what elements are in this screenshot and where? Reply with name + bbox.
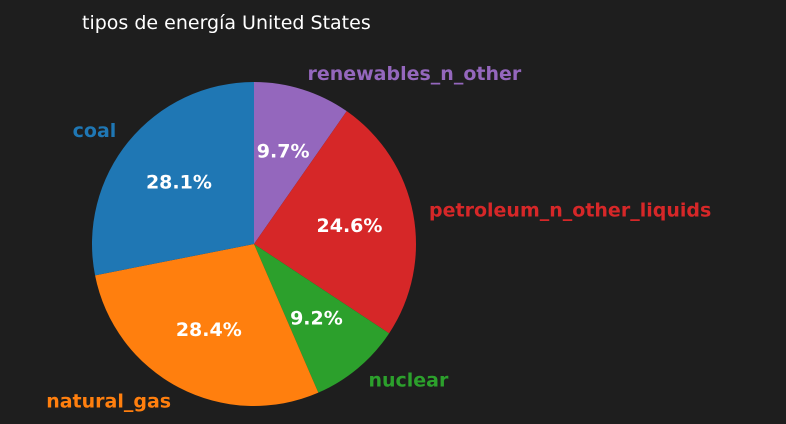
- pie-slice-renewables-n-other: [254, 82, 347, 244]
- chart-title: tipos de energía United States: [82, 12, 371, 34]
- pct-label-renewables-n-other: 9.7%: [257, 140, 310, 162]
- slice-label-coal: coal: [73, 120, 117, 142]
- pie-slice-nuclear: [254, 244, 390, 393]
- pie-slice-natural-gas: [95, 244, 319, 406]
- pie-slice-coal: [92, 82, 254, 276]
- pie-slice-petroleum-n-other-liquids: [254, 111, 416, 334]
- slice-label-petroleum-n-other-liquids: petroleum_n_other_liquids: [429, 200, 711, 222]
- pct-label-nuclear: 9.2%: [290, 308, 343, 330]
- slice-label-nuclear: nuclear: [368, 370, 449, 392]
- pct-label-natural-gas: 28.4%: [176, 319, 242, 341]
- slice-label-natural-gas: natural_gas: [46, 391, 171, 413]
- pct-label-petroleum-n-other-liquids: 24.6%: [317, 215, 383, 237]
- pct-label-coal: 28.1%: [146, 171, 212, 193]
- slice-label-renewables-n-other: renewables_n_other: [307, 63, 521, 85]
